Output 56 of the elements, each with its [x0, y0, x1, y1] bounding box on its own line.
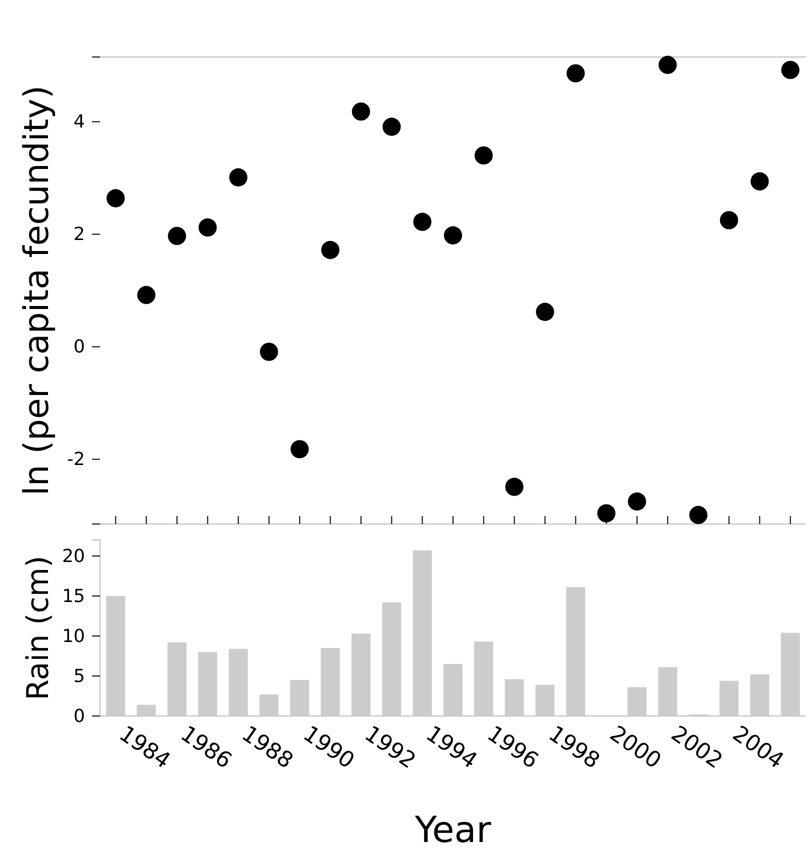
y-axis-title: Rain (cm): [21, 556, 56, 700]
point: [658, 56, 677, 74]
point: [566, 64, 585, 82]
bar: [474, 642, 494, 716]
bar: [750, 674, 770, 716]
y-tick-label: 5: [74, 666, 85, 687]
point: [229, 168, 248, 186]
point: [628, 492, 646, 511]
point: [106, 189, 125, 208]
bar: [658, 667, 678, 716]
x-axis-title: Year: [414, 810, 492, 851]
point: [382, 118, 401, 136]
y-tick-label: 0: [74, 336, 85, 358]
point: [137, 286, 156, 304]
point: [597, 504, 616, 522]
point: [198, 218, 217, 237]
point: [413, 212, 432, 231]
bar: [443, 664, 463, 716]
bar: [136, 704, 156, 716]
bar: [382, 602, 402, 716]
point: [720, 211, 738, 230]
point: [781, 60, 800, 80]
bar: [504, 679, 524, 716]
y-tick-label: -2: [67, 449, 85, 470]
bar: [290, 680, 310, 716]
point: [260, 342, 278, 361]
y-axis-title: ln (per capita fecundity): [17, 85, 57, 496]
point: [750, 172, 769, 190]
bar: [198, 652, 218, 716]
bar: [628, 687, 647, 716]
bar: [106, 596, 126, 716]
bar: [320, 648, 340, 716]
y-tick-label: 10: [62, 626, 85, 647]
bar: [167, 642, 186, 716]
point: [689, 506, 708, 524]
point: [321, 240, 340, 260]
bar: [259, 694, 278, 716]
bar: [780, 632, 800, 716]
point: [536, 302, 554, 321]
y-tick-label: 2: [74, 224, 85, 245]
bar: [228, 648, 248, 716]
bar: [720, 680, 739, 716]
point: [505, 478, 524, 496]
bar: [566, 587, 586, 716]
bar: [412, 550, 432, 716]
point: [444, 226, 462, 244]
y-tick-label: 4: [74, 111, 85, 132]
point: [168, 226, 186, 245]
bar: [351, 634, 370, 716]
point: [474, 146, 493, 165]
y-tick-label: 0: [74, 706, 85, 727]
y-tick-label: 20: [62, 546, 85, 567]
y-tick-label: 15: [62, 586, 85, 607]
bar: [536, 684, 555, 716]
point: [352, 102, 370, 121]
point: [290, 440, 309, 458]
